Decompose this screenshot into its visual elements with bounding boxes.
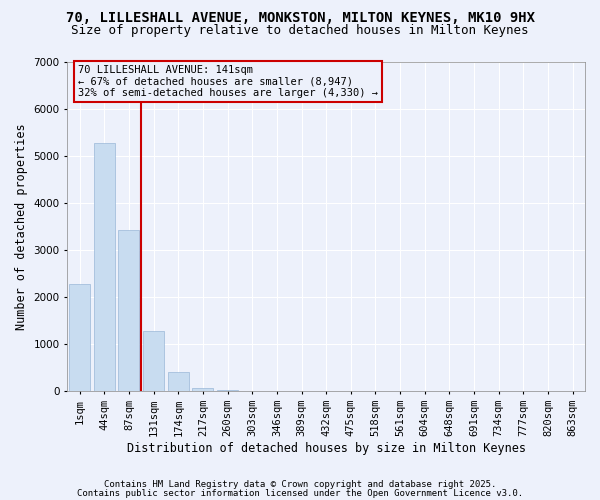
X-axis label: Distribution of detached houses by size in Milton Keynes: Distribution of detached houses by size … [127, 442, 526, 455]
Bar [168, 372, 189, 392]
Bar [118, 230, 139, 392]
Bar [217, 390, 238, 392]
Text: 70, LILLESHALL AVENUE, MONKSTON, MILTON KEYNES, MK10 9HX: 70, LILLESHALL AVENUE, MONKSTON, MILTON … [65, 12, 535, 26]
Bar [193, 388, 214, 392]
Text: Contains public sector information licensed under the Open Government Licence v3: Contains public sector information licen… [77, 489, 523, 498]
Bar [143, 330, 164, 392]
Text: Size of property relative to detached houses in Milton Keynes: Size of property relative to detached ho… [71, 24, 529, 37]
Y-axis label: Number of detached properties: Number of detached properties [15, 123, 28, 330]
Text: Contains HM Land Registry data © Crown copyright and database right 2025.: Contains HM Land Registry data © Crown c… [104, 480, 496, 489]
Text: 70 LILLESHALL AVENUE: 141sqm
← 67% of detached houses are smaller (8,947)
32% of: 70 LILLESHALL AVENUE: 141sqm ← 67% of de… [77, 65, 377, 98]
Bar [94, 143, 115, 392]
Bar [69, 284, 90, 392]
